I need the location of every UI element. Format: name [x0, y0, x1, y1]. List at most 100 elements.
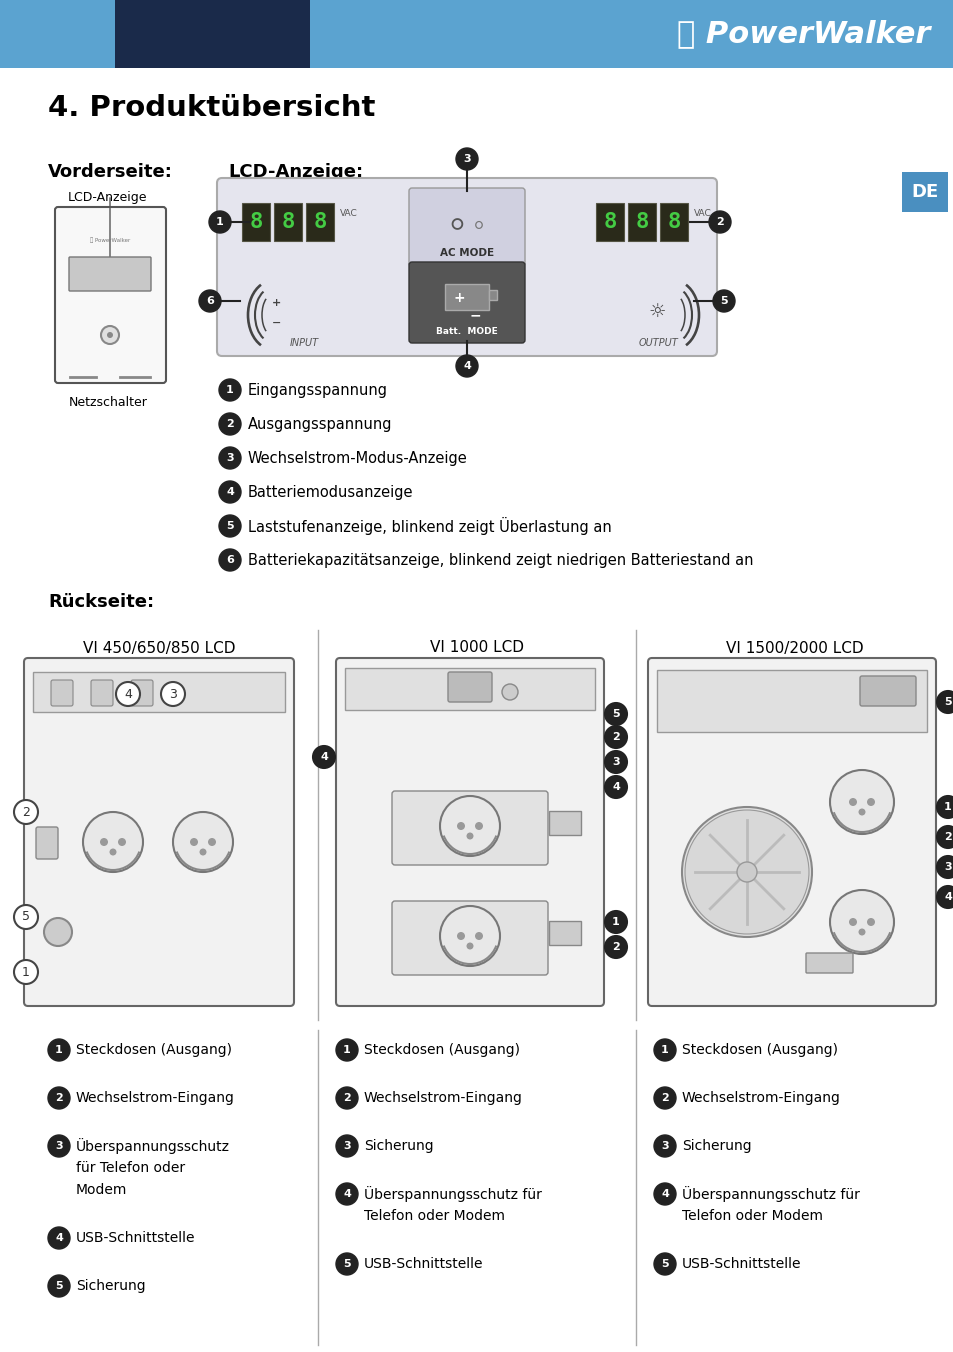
Text: 5: 5 [226, 521, 233, 531]
Circle shape [712, 289, 734, 312]
Circle shape [604, 703, 626, 725]
FancyBboxPatch shape [548, 921, 580, 945]
FancyBboxPatch shape [335, 658, 603, 1006]
Text: Eingangsspannung: Eingangsspannung [248, 383, 388, 397]
FancyBboxPatch shape [24, 658, 294, 1006]
Circle shape [116, 681, 140, 706]
Text: Überspannungsschutz für: Überspannungsschutz für [681, 1186, 859, 1202]
Text: Steckdosen (Ausgang): Steckdosen (Ausgang) [76, 1042, 232, 1057]
Text: VI 1000 LCD: VI 1000 LCD [430, 641, 523, 656]
Text: Modem: Modem [76, 1183, 128, 1197]
Circle shape [708, 211, 730, 233]
Circle shape [14, 960, 38, 984]
Circle shape [219, 549, 241, 571]
FancyBboxPatch shape [274, 203, 302, 241]
Circle shape [829, 890, 893, 955]
Circle shape [219, 379, 241, 402]
Circle shape [936, 691, 953, 713]
Circle shape [681, 807, 811, 937]
Text: Batteriemodusanzeige: Batteriemodusanzeige [248, 484, 413, 499]
Circle shape [466, 942, 473, 949]
Text: Vorderseite:: Vorderseite: [48, 164, 172, 181]
Text: 1: 1 [660, 1045, 668, 1055]
Circle shape [466, 833, 473, 840]
Text: 4: 4 [55, 1233, 63, 1242]
Text: Laststufenanzeige, blinkend zeigt Überlastung an: Laststufenanzeige, blinkend zeigt Überla… [248, 516, 611, 535]
Text: USB-Schnittstelle: USB-Schnittstelle [76, 1232, 195, 1245]
Text: Steckdosen (Ausgang): Steckdosen (Ausgang) [364, 1042, 519, 1057]
Circle shape [604, 726, 626, 748]
FancyBboxPatch shape [392, 900, 547, 975]
Circle shape [684, 810, 808, 934]
Text: 1: 1 [55, 1045, 63, 1055]
FancyBboxPatch shape [306, 203, 334, 241]
Circle shape [219, 448, 241, 469]
Text: 4: 4 [319, 752, 328, 763]
Text: 2: 2 [226, 419, 233, 429]
Text: 3: 3 [612, 757, 619, 767]
Circle shape [456, 822, 464, 830]
FancyBboxPatch shape [33, 672, 285, 713]
Text: Wechselstrom-Modus-Anzeige: Wechselstrom-Modus-Anzeige [248, 450, 467, 465]
Circle shape [219, 412, 241, 435]
Text: 2: 2 [22, 806, 30, 818]
FancyBboxPatch shape [69, 257, 151, 291]
Text: LCD-Anzeige:: LCD-Anzeige: [228, 164, 363, 181]
FancyBboxPatch shape [627, 203, 656, 241]
Text: 3: 3 [943, 863, 951, 872]
FancyBboxPatch shape [548, 811, 580, 836]
Text: Wechselstrom-Eingang: Wechselstrom-Eingang [364, 1091, 522, 1105]
Text: OUTPUT: OUTPUT [638, 338, 678, 347]
Text: Überspannungsschutz: Überspannungsschutz [76, 1138, 230, 1155]
Text: 6: 6 [226, 556, 233, 565]
Circle shape [335, 1134, 357, 1157]
Text: 4: 4 [462, 361, 471, 370]
Circle shape [48, 1134, 70, 1157]
Text: VI 450/650/850 LCD: VI 450/650/850 LCD [83, 641, 235, 656]
Circle shape [199, 849, 206, 856]
Text: 2: 2 [943, 831, 951, 842]
Circle shape [48, 1087, 70, 1109]
Text: Überspannungsschutz für: Überspannungsschutz für [364, 1186, 541, 1202]
Text: 2: 2 [343, 1092, 351, 1103]
Text: 1: 1 [226, 385, 233, 395]
Text: USB-Schnittstelle: USB-Schnittstelle [681, 1257, 801, 1271]
Text: ⚪: ⚪ [446, 214, 467, 238]
Circle shape [14, 800, 38, 823]
FancyBboxPatch shape [448, 672, 492, 702]
FancyBboxPatch shape [216, 178, 717, 356]
Circle shape [190, 838, 198, 846]
Text: VAC: VAC [339, 208, 357, 218]
Circle shape [604, 911, 626, 933]
Circle shape [107, 333, 112, 338]
Text: 4: 4 [612, 781, 619, 792]
Circle shape [439, 906, 499, 965]
Text: Rückseite:: Rückseite: [48, 594, 154, 611]
Circle shape [604, 776, 626, 798]
Circle shape [219, 481, 241, 503]
Text: 1: 1 [216, 218, 224, 227]
Text: 8: 8 [602, 212, 616, 233]
Circle shape [335, 1087, 357, 1109]
Text: Ⓒ PowerWalker: Ⓒ PowerWalker [90, 237, 130, 243]
Text: 3: 3 [660, 1141, 668, 1151]
Circle shape [475, 932, 482, 940]
Circle shape [866, 798, 874, 806]
Circle shape [848, 918, 856, 926]
Text: 4: 4 [943, 892, 951, 902]
Circle shape [936, 856, 953, 877]
FancyBboxPatch shape [859, 676, 915, 706]
Circle shape [219, 515, 241, 537]
Text: 2: 2 [716, 218, 723, 227]
Text: 3: 3 [226, 453, 233, 462]
Circle shape [456, 356, 477, 377]
Text: 5: 5 [22, 910, 30, 923]
Text: −: − [469, 308, 480, 322]
Circle shape [83, 813, 143, 872]
Text: 4: 4 [226, 487, 233, 498]
Text: ☼: ☼ [648, 301, 665, 320]
Circle shape [501, 684, 517, 700]
Text: 8: 8 [666, 212, 680, 233]
Circle shape [604, 936, 626, 959]
FancyBboxPatch shape [242, 203, 270, 241]
